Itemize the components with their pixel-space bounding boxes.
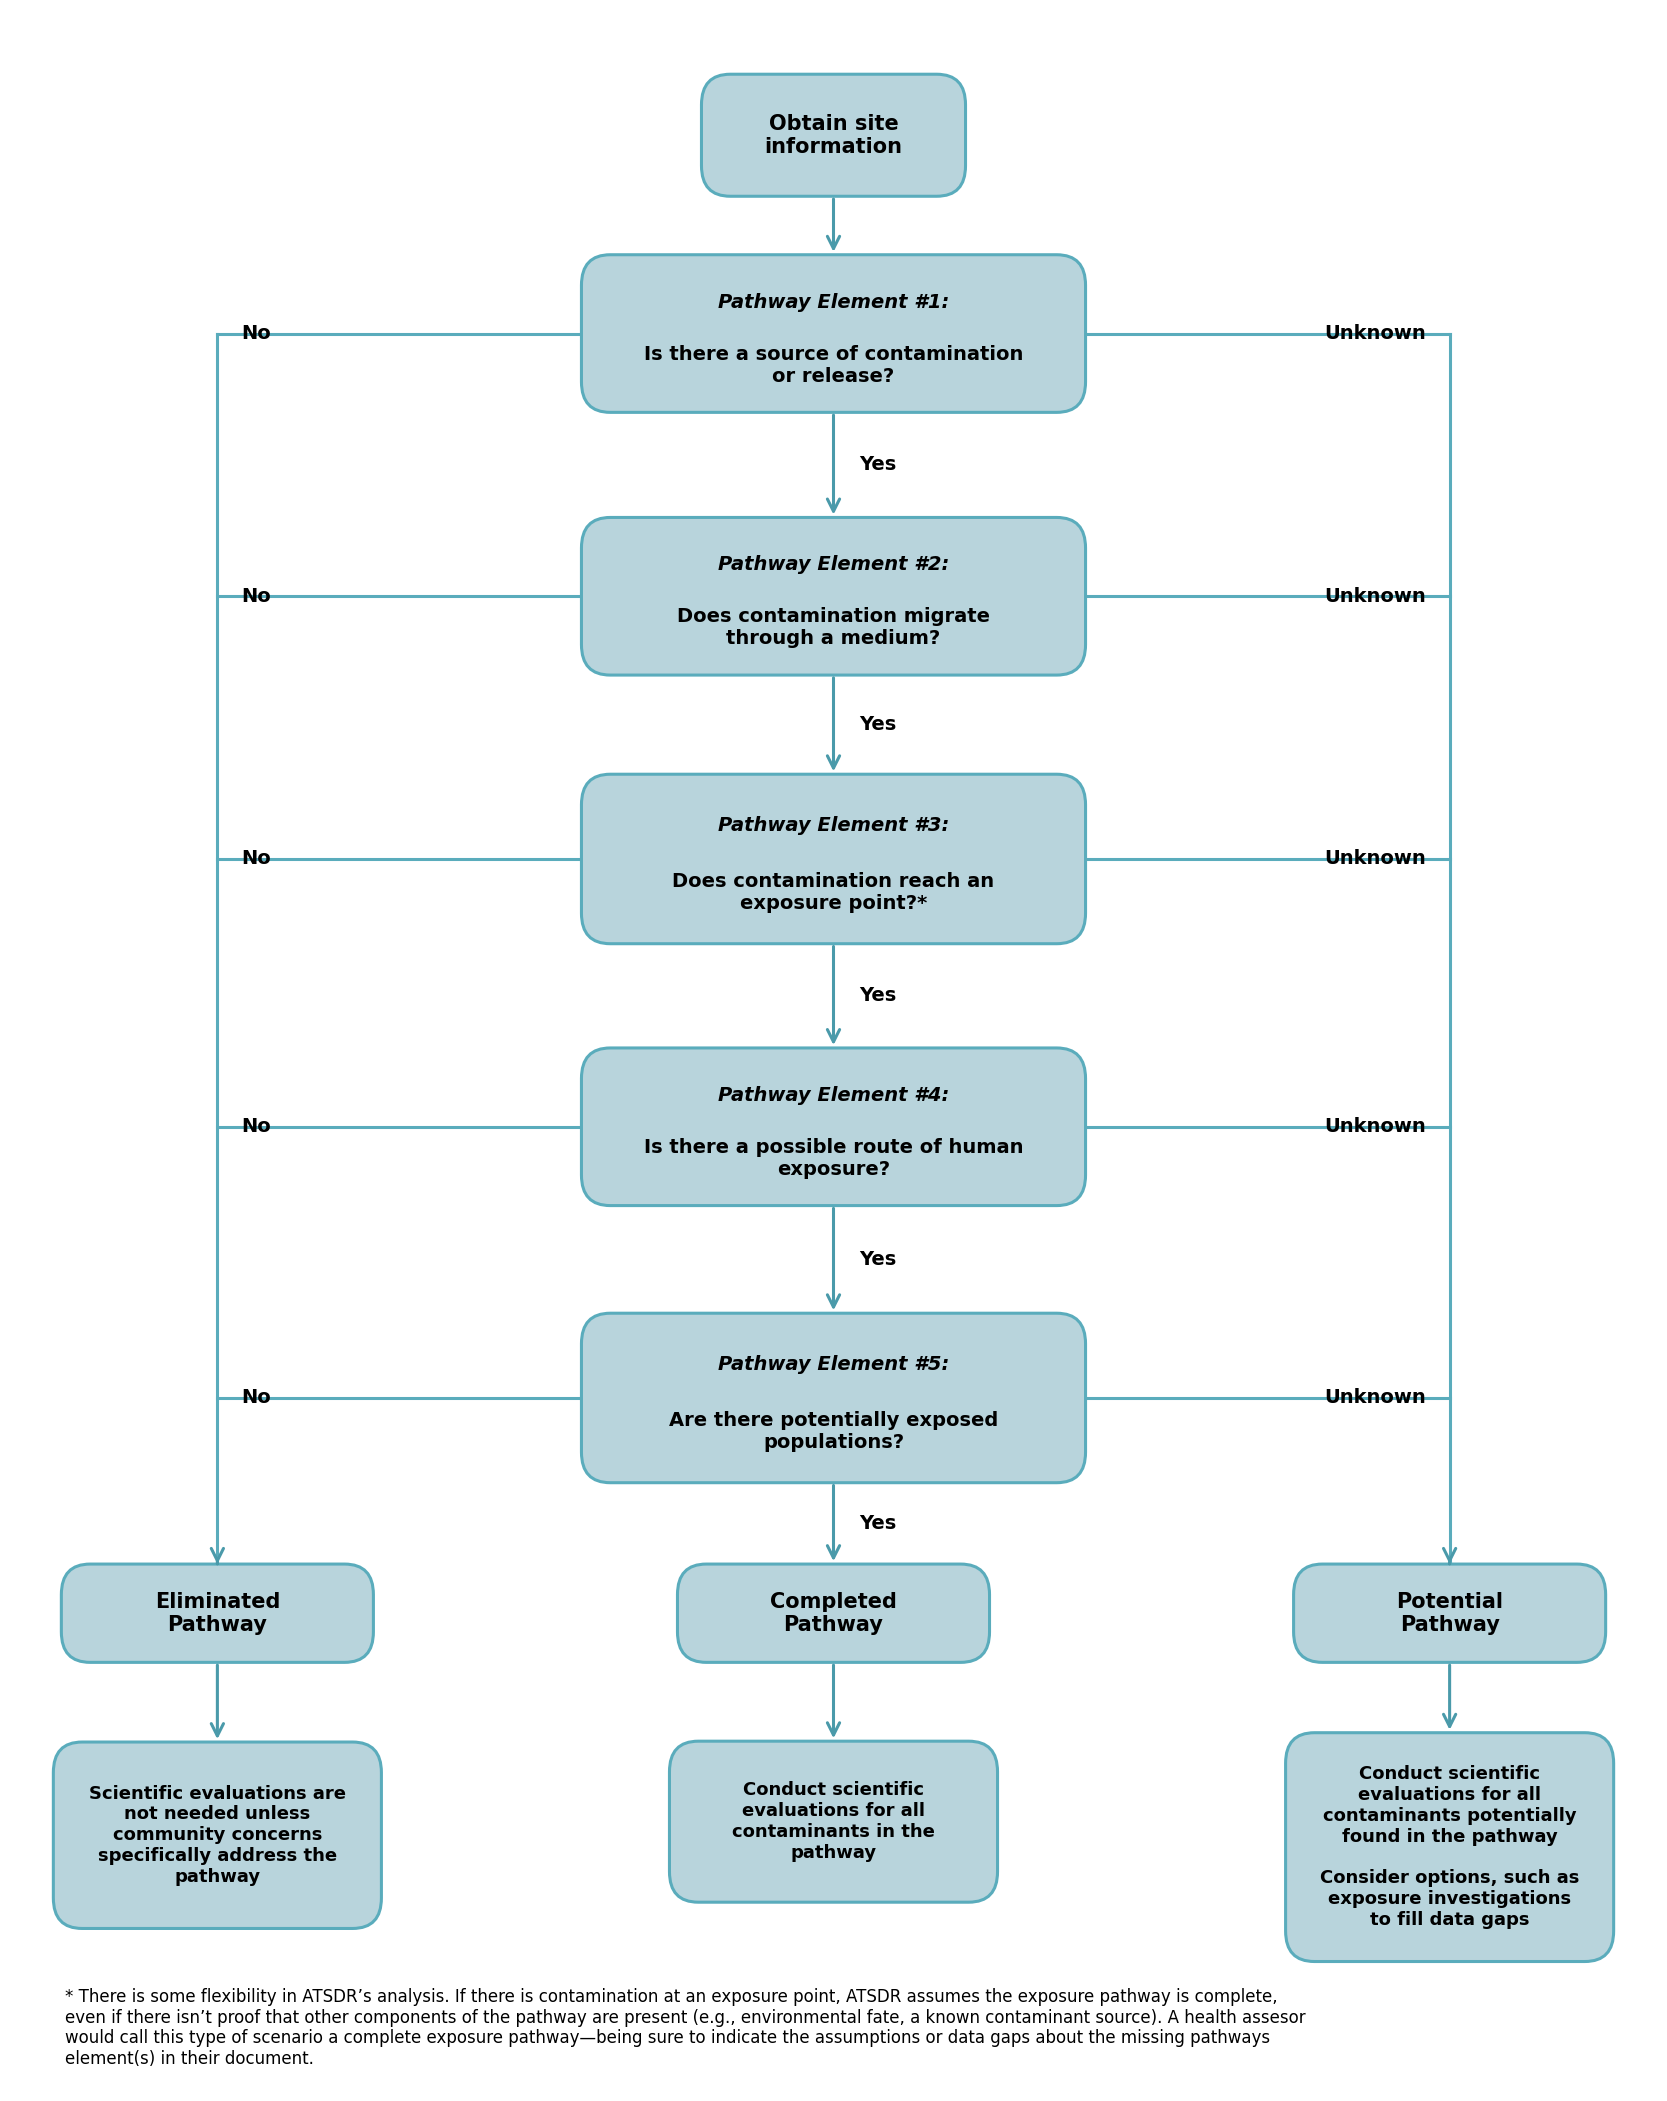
FancyBboxPatch shape xyxy=(582,254,1085,412)
Text: Conduct scientific
evaluations for all
contaminants in the
pathway: Conduct scientific evaluations for all c… xyxy=(732,1782,935,1861)
Text: Yes: Yes xyxy=(859,714,897,733)
FancyBboxPatch shape xyxy=(582,1048,1085,1206)
FancyBboxPatch shape xyxy=(62,1563,373,1662)
Text: Is there a possible route of human
exposure?: Is there a possible route of human expos… xyxy=(643,1139,1024,1179)
FancyBboxPatch shape xyxy=(582,1313,1085,1483)
Text: Yes: Yes xyxy=(859,1250,897,1269)
Text: Pathway Element #3:: Pathway Element #3: xyxy=(718,815,949,834)
Text: No: No xyxy=(242,324,272,342)
Text: Pathway Element #4:: Pathway Element #4: xyxy=(718,1086,949,1105)
Text: Is there a source of contamination
or release?: Is there a source of contamination or re… xyxy=(643,345,1024,387)
FancyBboxPatch shape xyxy=(582,775,1085,943)
Text: Yes: Yes xyxy=(859,1515,897,1534)
Text: Pathway Element #2:: Pathway Element #2: xyxy=(718,555,949,574)
Text: Pathway Element #1:: Pathway Element #1: xyxy=(718,292,949,311)
Text: Unknown: Unknown xyxy=(1324,849,1425,868)
Text: Unknown: Unknown xyxy=(1324,1118,1425,1137)
Text: Scientific evaluations are
not needed unless
community concerns
specifically add: Scientific evaluations are not needed un… xyxy=(88,1784,345,1887)
Text: Pathway Element #5:: Pathway Element #5: xyxy=(718,1355,949,1374)
Text: No: No xyxy=(242,586,272,605)
FancyBboxPatch shape xyxy=(677,1563,990,1662)
Text: Potential
Pathway: Potential Pathway xyxy=(1397,1593,1504,1635)
Text: Unknown: Unknown xyxy=(1324,1389,1425,1408)
Text: No: No xyxy=(242,1118,272,1137)
FancyBboxPatch shape xyxy=(702,74,965,195)
Text: Unknown: Unknown xyxy=(1324,324,1425,342)
FancyBboxPatch shape xyxy=(670,1742,997,1901)
FancyBboxPatch shape xyxy=(582,517,1085,674)
Text: Obtain site
information: Obtain site information xyxy=(765,113,902,158)
Text: Eliminated
Pathway: Eliminated Pathway xyxy=(155,1593,280,1635)
Text: Are there potentially exposed
populations?: Are there potentially exposed population… xyxy=(668,1412,999,1452)
Text: * There is some flexibility in ATSDR’s analysis. If there is contamination at an: * There is some flexibility in ATSDR’s a… xyxy=(65,1988,1305,2067)
Text: Does contamination migrate
through a medium?: Does contamination migrate through a med… xyxy=(677,607,990,649)
Text: Yes: Yes xyxy=(859,985,897,1006)
Text: No: No xyxy=(242,849,272,868)
Text: Conduct scientific
evaluations for all
contaminants potentially
found in the pat: Conduct scientific evaluations for all c… xyxy=(1320,1765,1579,1929)
FancyBboxPatch shape xyxy=(53,1742,382,1929)
Text: Does contamination reach an
exposure point?*: Does contamination reach an exposure poi… xyxy=(672,872,995,914)
Text: Unknown: Unknown xyxy=(1324,586,1425,605)
Text: Completed
Pathway: Completed Pathway xyxy=(770,1593,897,1635)
FancyBboxPatch shape xyxy=(1285,1733,1614,1962)
FancyBboxPatch shape xyxy=(1294,1563,1605,1662)
Text: No: No xyxy=(242,1389,272,1408)
Text: Yes: Yes xyxy=(859,456,897,475)
